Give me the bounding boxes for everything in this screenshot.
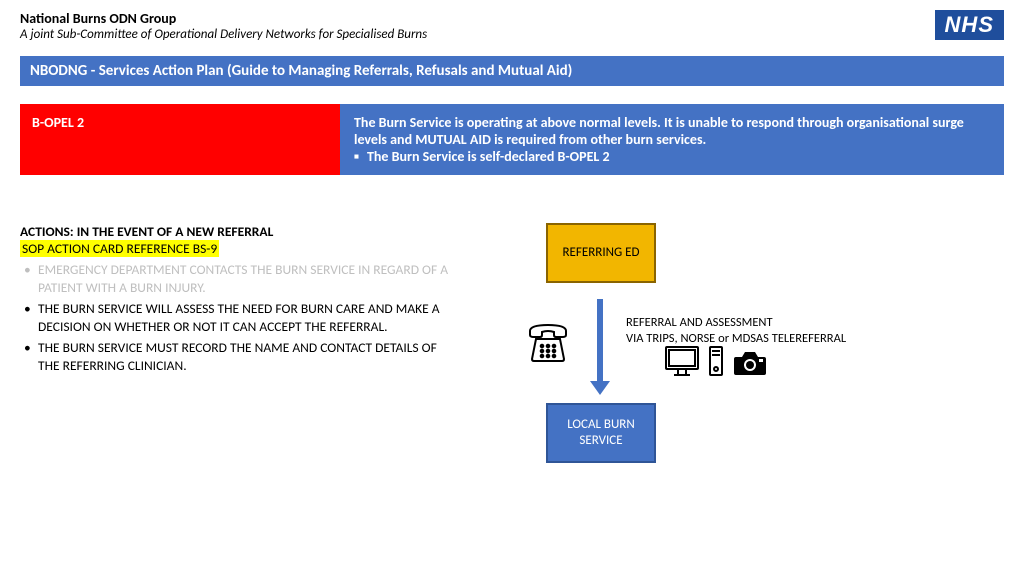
status-description: The Burn Service is operating at above n… — [340, 104, 1004, 175]
org-subtitle: A joint Sub-Committee of Operational Del… — [20, 27, 427, 42]
phone-icon — [526, 323, 570, 368]
status-desc-bullet: The Burn Service is self-declared B-OPEL… — [354, 148, 990, 165]
nhs-logo: NHS — [935, 10, 1004, 40]
action-item: EMERGENCY DEPARTMENT CONTACTS THE BURN S… — [20, 261, 450, 296]
main-content: ACTIONS: IN THE EVENT OF A NEW REFERRAL … — [0, 223, 1024, 523]
node-referring-ed: REFERRING ED — [546, 223, 656, 283]
sop-reference: SOP ACTION CARD REFERENCE BS-9 — [20, 240, 219, 257]
actions-heading: ACTIONS: IN THE EVENT OF A NEW REFERRAL — [20, 223, 450, 240]
status-desc-line: The Burn Service is operating at above n… — [354, 114, 990, 148]
monitor-icon — [664, 345, 700, 382]
page-header: National Burns ODN Group A joint Sub-Com… — [0, 0, 1024, 48]
header-text-block: National Burns ODN Group A joint Sub-Com… — [20, 10, 427, 42]
computer-tower-icon — [708, 345, 724, 382]
camera-icon — [732, 349, 768, 382]
node-local-burn-service: LOCAL BURN SERVICE — [546, 403, 656, 463]
edge-label: REFERRAL AND ASSESSMENT VIA TRIPS, NORSE… — [626, 315, 846, 348]
assessment-icons — [664, 345, 768, 382]
title-bar: NBODNG - Services Action Plan (Guide to … — [20, 56, 1004, 86]
action-item: THE BURN SERVICE WILL ASSESS THE NEED FO… — [20, 300, 450, 335]
flow-arrow — [597, 299, 603, 383]
org-title: National Burns ODN Group — [20, 10, 427, 27]
edge-label-line1: REFERRAL AND ASSESSMENT — [626, 315, 846, 331]
action-item: THE BURN SERVICE MUST RECORD THE NAME AN… — [20, 339, 450, 374]
status-level-badge: B-OPEL 2 — [20, 104, 340, 175]
actions-list: EMERGENCY DEPARTMENT CONTACTS THE BURN S… — [20, 261, 450, 374]
actions-panel: ACTIONS: IN THE EVENT OF A NEW REFERRAL … — [20, 223, 450, 523]
status-row: B-OPEL 2 The Burn Service is operating a… — [20, 104, 1004, 175]
flow-diagram: REFERRING ED REFERRAL AND ASSESSMENT VIA… — [450, 223, 1004, 523]
